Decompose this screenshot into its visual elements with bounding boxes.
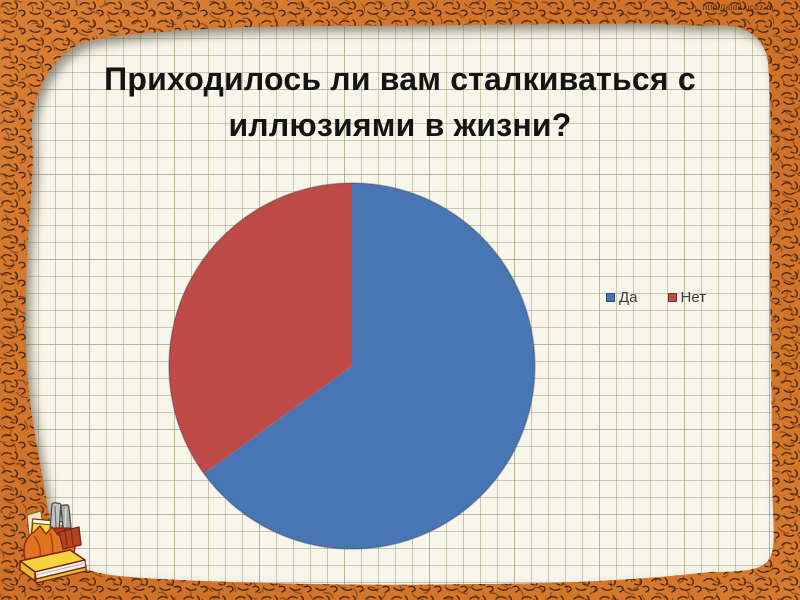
watermark-url: http://aida.ucoz.ru bbox=[702, 3, 774, 12]
pie-legend: Да Нет bbox=[606, 289, 706, 306]
legend-item-net: Нет bbox=[667, 289, 707, 306]
legend-swatch-net-icon bbox=[667, 293, 677, 302]
legend-swatch-da-icon bbox=[606, 293, 615, 302]
legend-item-da: Да bbox=[606, 289, 638, 306]
legend-label-da: Да bbox=[619, 289, 638, 306]
legend-label-net: Нет bbox=[680, 289, 707, 306]
